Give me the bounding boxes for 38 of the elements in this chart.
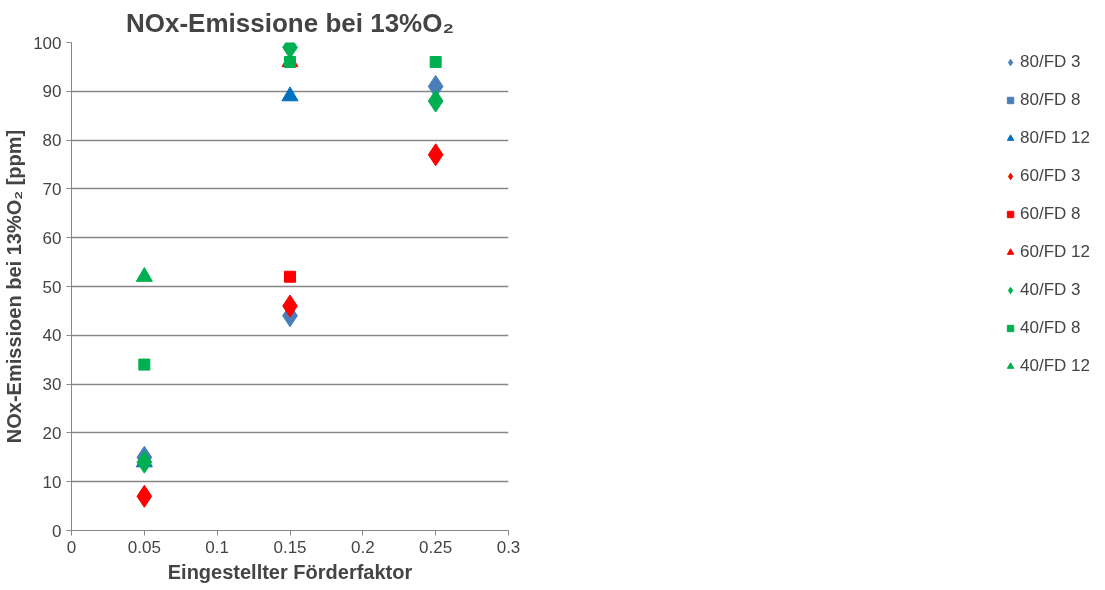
- legend-label: 60/FD 8: [1020, 204, 1081, 224]
- y-tick-label: 30: [42, 375, 62, 395]
- x-axis-title: Eingestellter Förderfaktor: [167, 560, 413, 583]
- y-tick-label: 90: [42, 82, 62, 102]
- point: [284, 56, 296, 69]
- point: [429, 56, 442, 69]
- legend-label: 80/FD 8: [1020, 90, 1081, 110]
- y-tick-label: 40: [42, 326, 62, 346]
- legend-label: 60/FD 3: [1020, 166, 1081, 186]
- legend-label: 80/FD 12: [1020, 128, 1090, 148]
- x-tick-label: 0.05: [127, 537, 161, 557]
- y-tick-label: 0: [52, 521, 62, 541]
- y-tick-label: 60: [42, 228, 62, 248]
- point: [427, 143, 444, 167]
- x-tick-label: 0: [66, 537, 77, 557]
- point: [136, 484, 153, 508]
- x-tick-label: 0.2: [351, 537, 375, 557]
- y-tick-label: 50: [42, 277, 62, 297]
- point: [427, 89, 444, 113]
- y-tick-label: 70: [42, 179, 62, 199]
- point: [138, 358, 151, 371]
- chart-title: NOx-Emissione bei 13%O₂: [126, 7, 454, 38]
- legend-label: 40/FD 3: [1020, 280, 1081, 300]
- x-tick-label: 0.15: [273, 537, 307, 557]
- legend-label: 40/FD 8: [1020, 318, 1081, 338]
- legend-label: 80/FD 3: [1020, 52, 1081, 72]
- y-tick-label: 80: [42, 131, 62, 151]
- point: [136, 450, 153, 474]
- legend-label: 60/FD 12: [1020, 242, 1090, 262]
- x-tick-label: 0.3: [496, 537, 521, 557]
- y-tick-label: 20: [42, 423, 62, 443]
- y-tick-label: 100: [33, 33, 62, 53]
- x-tick-label: 0.1: [205, 537, 229, 557]
- legend-label: 40/FD 12: [1020, 356, 1090, 376]
- y-axis-title: NOx-Emissioen bei 13%O₂ [ppm]: [3, 129, 26, 444]
- y-tick-label: 10: [42, 472, 62, 492]
- x-tick-label: 0.25: [419, 537, 453, 557]
- point: [284, 270, 296, 283]
